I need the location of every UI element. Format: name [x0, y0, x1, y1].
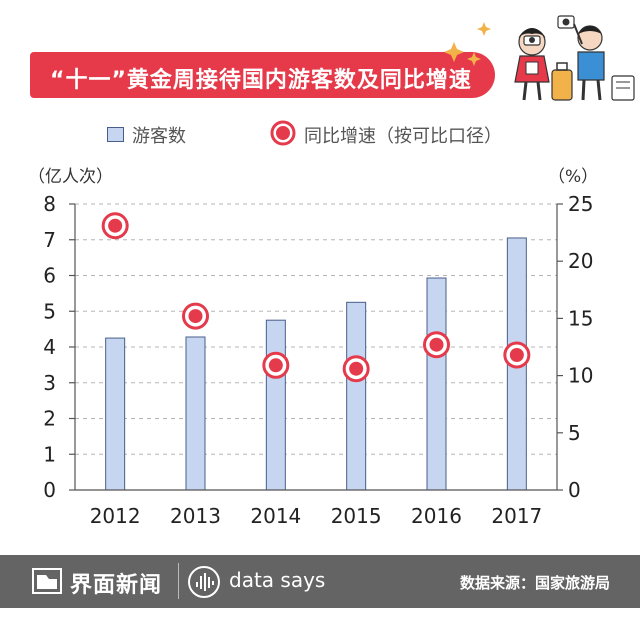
right-tick-label: 20 — [568, 249, 593, 273]
growth-dot-2012 — [101, 212, 129, 240]
right-tick-label: 25 — [568, 192, 593, 216]
right-tick-label: 5 — [568, 421, 581, 445]
legend-bar-swatch — [107, 127, 124, 142]
left-tick-label: 5 — [43, 299, 56, 323]
legend-bar-label: 游客数 — [132, 126, 186, 147]
chart-title: “十一”黄金周接待国内游客数及同比增速 — [50, 68, 472, 93]
right-tick-label: 10 — [568, 364, 593, 388]
x-tick-label: 2012 — [90, 504, 141, 528]
x-tick-label: 2014 — [250, 504, 301, 528]
left-tick-label: 1 — [43, 442, 56, 466]
right-tick-label: 0 — [568, 478, 581, 502]
bar-2013 — [185, 336, 206, 491]
left-axis-unit: （亿人次） — [28, 167, 113, 187]
left-tick-label: 7 — [43, 228, 56, 252]
bar-2012 — [105, 337, 126, 491]
footer-tagline: data says — [229, 568, 326, 592]
legend-dot-label: 同比增速（按可比口径） — [304, 126, 502, 147]
growth-dot-2017 — [503, 341, 531, 369]
data-says-logo-icon — [188, 566, 220, 598]
footer-bar — [0, 555, 640, 608]
bar-2014 — [265, 319, 286, 491]
right-axis-unit: （%） — [548, 167, 599, 187]
legend-dot-icon — [270, 120, 296, 146]
left-tick-label: 3 — [43, 371, 56, 395]
growth-dot-2016 — [423, 331, 450, 359]
growth-dot-2015 — [342, 355, 370, 383]
data-source: 数据来源：国家旅游局 — [459, 574, 610, 592]
left-tick-label: 8 — [43, 192, 56, 216]
left-tick-label: 6 — [43, 264, 56, 288]
bar-2016 — [426, 277, 447, 491]
left-tick-label: 2 — [43, 407, 56, 431]
footer-divider — [178, 563, 179, 599]
jiemian-logo-icon — [32, 568, 62, 594]
growth-dot-2013 — [182, 302, 209, 330]
x-tick-label: 2017 — [491, 504, 542, 528]
left-tick-label: 4 — [43, 335, 56, 359]
title-banner — [30, 52, 495, 98]
growth-dot-2014 — [262, 351, 290, 379]
x-tick-label: 2013 — [170, 504, 221, 528]
left-tick-label: 0 — [43, 478, 56, 502]
bar-2015 — [346, 301, 367, 491]
footer-brand: 界面新闻 — [70, 573, 163, 598]
tourists-illustration-icon — [444, 15, 635, 101]
x-tick-label: 2016 — [411, 504, 462, 528]
right-tick-label: 15 — [568, 306, 593, 330]
x-tick-label: 2015 — [331, 504, 382, 528]
